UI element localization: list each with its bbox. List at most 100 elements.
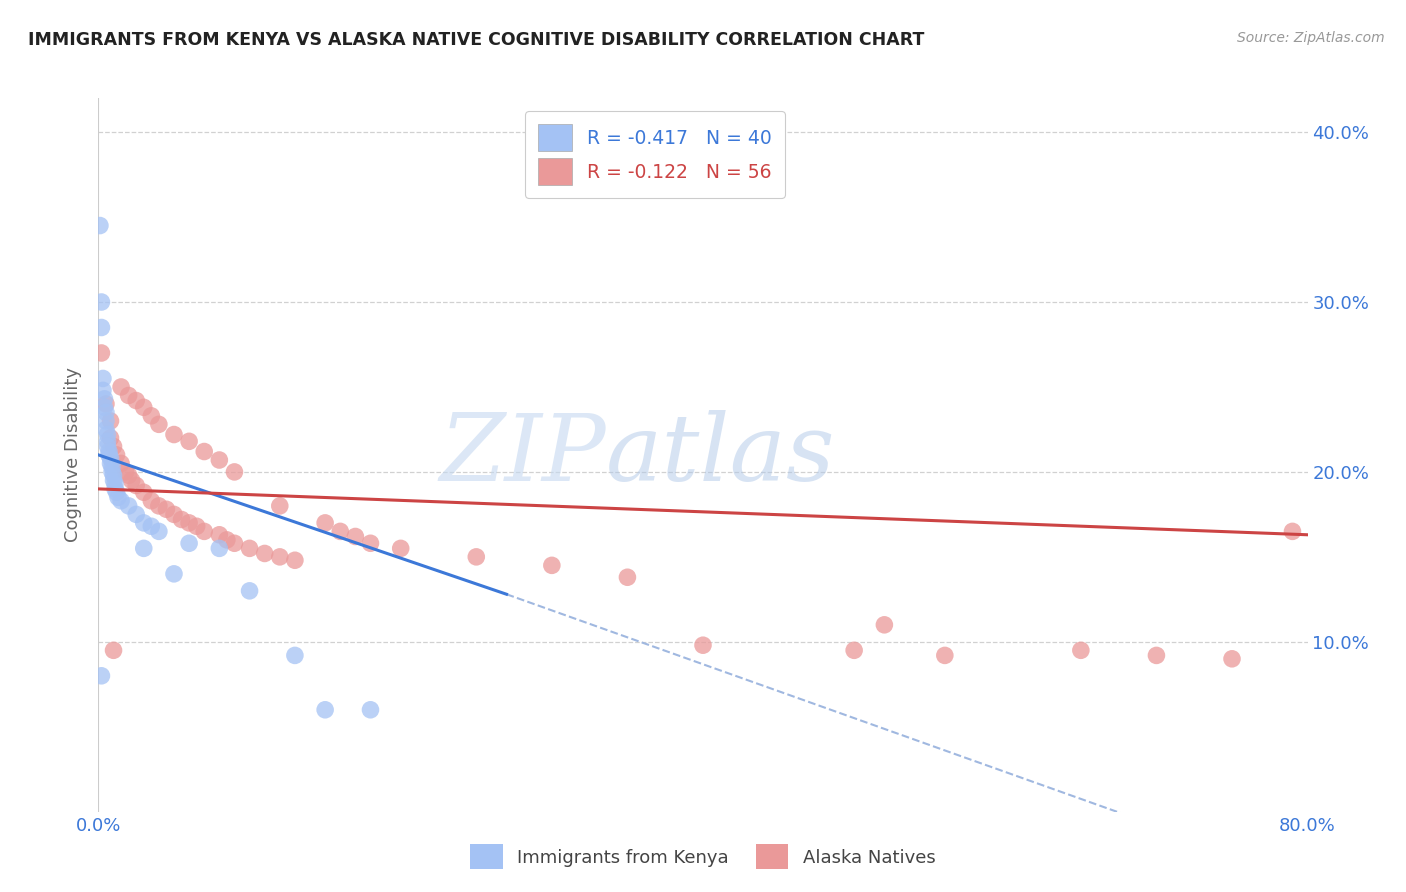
Point: [96, 434, 118, 449]
Point: [118, 499, 141, 513]
Point: [107, 491, 129, 505]
Text: atlas: atlas: [606, 410, 835, 500]
Point: [104, 482, 127, 496]
Point: [329, 524, 352, 539]
Point: [224, 465, 246, 479]
Point: [91, 371, 114, 385]
Point: [90, 346, 112, 360]
Point: [186, 519, 208, 533]
Text: IMMIGRANTS FROM KENYA VS ALASKA NATIVE COGNITIVE DISABILITY CORRELATION CHART: IMMIGRANTS FROM KENYA VS ALASKA NATIVE C…: [28, 31, 925, 49]
Point: [389, 541, 412, 556]
Point: [132, 485, 155, 500]
Point: [269, 549, 291, 564]
Point: [89, 219, 111, 233]
Point: [465, 549, 488, 564]
Point: [132, 401, 155, 415]
Point: [100, 457, 122, 471]
Point: [163, 566, 186, 581]
Point: [90, 320, 112, 334]
Point: [284, 553, 307, 567]
Point: [179, 536, 201, 550]
Text: Source: ZipAtlas.com: Source: ZipAtlas.com: [1237, 31, 1385, 45]
Point: [101, 465, 124, 479]
Point: [110, 493, 132, 508]
Point: [141, 493, 163, 508]
Point: [193, 444, 215, 458]
Point: [155, 502, 177, 516]
Point: [873, 617, 896, 632]
Point: [118, 388, 141, 402]
Point: [360, 703, 382, 717]
Legend: R = -0.417   N = 40, R = -0.122   N = 56: R = -0.417 N = 40, R = -0.122 N = 56: [524, 112, 785, 198]
Point: [94, 414, 117, 428]
Point: [103, 439, 125, 453]
Point: [94, 422, 117, 436]
Point: [100, 431, 122, 445]
Point: [284, 648, 307, 663]
Point: [179, 434, 201, 449]
Point: [103, 468, 125, 483]
Point: [1220, 652, 1243, 666]
Point: [934, 648, 956, 663]
Point: [110, 380, 132, 394]
Point: [148, 417, 170, 432]
Point: [239, 583, 262, 598]
Point: [132, 516, 155, 530]
Legend: Immigrants from Kenya, Alaska Natives: Immigrants from Kenya, Alaska Natives: [461, 835, 945, 879]
Point: [118, 468, 141, 483]
Point: [141, 519, 163, 533]
Point: [616, 570, 638, 584]
Point: [360, 536, 382, 550]
Point: [105, 448, 128, 462]
Point: [93, 401, 115, 415]
Point: [125, 508, 148, 522]
Point: [103, 643, 125, 657]
Point: [1144, 648, 1167, 663]
Point: [103, 474, 125, 488]
Point: [114, 465, 136, 479]
Point: [239, 541, 262, 556]
Point: [314, 703, 336, 717]
Point: [208, 528, 231, 542]
Point: [269, 499, 291, 513]
Point: [148, 499, 170, 513]
Point: [692, 638, 714, 652]
Point: [148, 524, 170, 539]
Point: [93, 392, 115, 406]
Point: [100, 451, 122, 466]
Point: [132, 541, 155, 556]
Point: [125, 393, 148, 408]
Point: [170, 512, 193, 526]
Point: [215, 533, 238, 547]
Point: [141, 409, 163, 423]
Point: [91, 384, 114, 398]
Point: [125, 478, 148, 492]
Point: [253, 546, 276, 560]
Point: [1281, 524, 1303, 539]
Point: [104, 476, 127, 491]
Point: [163, 508, 186, 522]
Point: [98, 444, 121, 458]
Point: [90, 295, 112, 310]
Point: [844, 643, 866, 657]
Point: [105, 485, 128, 500]
Point: [94, 405, 117, 419]
Point: [224, 536, 246, 550]
Point: [540, 558, 562, 573]
Point: [100, 414, 122, 428]
Point: [344, 529, 367, 543]
Point: [96, 439, 118, 453]
Point: [163, 427, 186, 442]
Point: [121, 474, 143, 488]
Point: [96, 427, 118, 442]
Point: [1070, 643, 1092, 657]
Point: [179, 516, 201, 530]
Point: [98, 448, 121, 462]
Point: [110, 457, 132, 471]
Point: [208, 453, 231, 467]
Point: [101, 459, 124, 474]
Text: ZIP: ZIP: [440, 410, 606, 500]
Point: [94, 397, 117, 411]
Point: [90, 669, 112, 683]
Point: [208, 541, 231, 556]
